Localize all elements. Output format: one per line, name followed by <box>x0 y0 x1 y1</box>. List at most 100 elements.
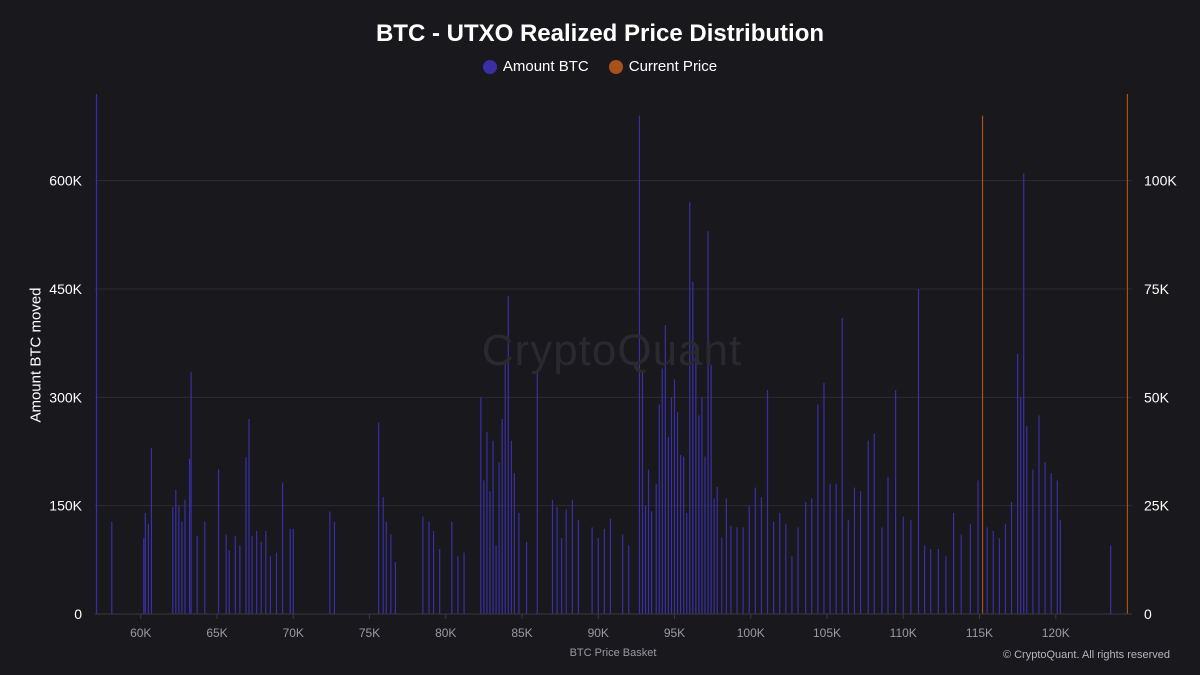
bar-amount-btc <box>510 440 512 614</box>
bar-amount-btc <box>577 520 580 614</box>
bar-current-price <box>981 115 984 615</box>
bar-amount-btc <box>658 404 660 614</box>
bar-amount-btc <box>1010 502 1013 614</box>
bar-amount-btc <box>847 520 849 614</box>
bar-amount-btc <box>439 549 441 614</box>
legend-item-current-price[interactable]: Current Price <box>608 58 717 75</box>
bar-amount-btc <box>565 509 567 614</box>
bar-amount-btc <box>597 538 599 614</box>
bar-amount-btc <box>251 536 253 614</box>
bar-amount-btc <box>998 538 1000 614</box>
bar-amount-btc <box>571 499 573 614</box>
bar-amount-btc <box>721 537 723 614</box>
bar-amount-btc <box>748 505 750 614</box>
bar-amount-btc <box>725 498 727 614</box>
bar-amount-btc <box>686 512 688 614</box>
bar-amount-btc <box>260 541 262 614</box>
series-current-price <box>981 94 1129 615</box>
bar-amount-btc <box>651 511 653 614</box>
bar-amount-btc <box>457 556 459 614</box>
x-tick-label: 75K <box>359 626 380 640</box>
x-tick-label: 110K <box>890 626 917 640</box>
bar-amount-btc <box>664 325 666 614</box>
bar-amount-btc <box>480 397 482 614</box>
x-tick-label: 85K <box>511 626 532 640</box>
bar-amount-btc <box>829 484 831 614</box>
bar-amount-btc <box>647 469 650 614</box>
grid-lines <box>95 180 1132 507</box>
bar-amount-btc <box>190 372 192 614</box>
bar-amount-btc <box>551 499 554 614</box>
bar-amount-btc <box>992 530 994 614</box>
bar-amount-btc <box>887 476 889 614</box>
bar-amount-btc <box>689 202 691 615</box>
bar-amount-btc <box>695 357 697 614</box>
bar-amount-btc <box>692 281 694 614</box>
bar-amount-btc <box>1023 173 1025 614</box>
bar-amount-btc <box>736 527 738 614</box>
y-axis-label: Amount BTC moved <box>27 287 45 423</box>
bar-amount-btc <box>823 382 825 614</box>
bar-amount-btc <box>805 502 807 614</box>
bar-amount-btc <box>760 497 763 614</box>
bar-amount-btc <box>1050 473 1052 614</box>
x-tick-label: 90K <box>588 626 609 640</box>
bar-amount-btc <box>937 549 939 614</box>
copyright-notice: © CryptoQuant. All rights reserved <box>1002 649 1170 661</box>
bar-amount-btc <box>969 523 971 614</box>
legend-item-amount-btc[interactable]: Amount BTC <box>482 58 589 75</box>
bar-amount-btc <box>518 512 520 614</box>
bar-amount-btc <box>667 437 669 614</box>
bar-amount-btc <box>228 550 230 614</box>
bar-amount-btc <box>428 521 430 614</box>
bar-amount-btc <box>178 505 180 614</box>
bar-amount-btc <box>217 469 220 614</box>
bar-amount-btc <box>881 527 883 614</box>
bar-amount-btc <box>773 521 775 614</box>
bar-amount-btc <box>422 516 424 614</box>
y-tick-label: 0 <box>74 606 82 622</box>
bar-amount-btc <box>204 521 206 614</box>
x-tick-label: 100K <box>737 626 765 640</box>
bar-amount-btc <box>150 447 153 614</box>
y-tick-label: 300K <box>49 389 82 405</box>
x-axis-label: BTC Price Basket <box>569 647 657 659</box>
bar-amount-btc <box>111 521 113 614</box>
bar-amount-btc <box>390 534 392 614</box>
bar-amount-btc <box>196 536 198 614</box>
y2-tick-label: 25K <box>1144 498 1170 514</box>
bar-amount-btc <box>853 487 856 614</box>
bar-amount-btc <box>248 419 250 614</box>
bar-amount-btc <box>483 480 485 614</box>
axes: 0 150K 300K 450K 600K 0 25K 50K 75K 100K 60K 65K 70K… <box>49 173 1177 640</box>
y-tick-label: 150K <box>49 498 82 514</box>
bar-amount-btc <box>859 491 862 614</box>
bar-amount-btc <box>945 556 947 614</box>
bar-amount-btc <box>661 368 663 614</box>
bar-amount-btc <box>628 545 630 614</box>
bar-amount-btc <box>952 512 955 614</box>
legend-swatch-amount-btc <box>482 59 497 74</box>
y2-tick-label: 100K <box>1144 173 1177 189</box>
x-tick-label: 95K <box>664 626 685 640</box>
bar-amount-btc <box>95 94 98 614</box>
bar-amount-btc <box>698 415 700 614</box>
x-tick-label: 60K <box>130 626 151 640</box>
bar-amount-btc <box>895 390 897 614</box>
chart-title: BTC - UTXO Realized Price Distribution <box>375 20 825 47</box>
bar-amount-btc <box>507 296 509 614</box>
bar-amount-btc <box>1004 523 1007 614</box>
bar-amount-btc <box>655 484 657 614</box>
bar-amount-btc <box>513 473 515 614</box>
bar-amount-btc <box>256 530 258 614</box>
legend-swatch-current-price <box>608 59 623 74</box>
bar-amount-btc <box>234 536 236 614</box>
bar-amount-btc <box>811 498 813 614</box>
bar-amount-btc <box>670 397 673 614</box>
bar-amount-btc <box>683 456 685 614</box>
bar-amount-btc <box>492 440 494 614</box>
bar-amount-btc <box>1038 415 1040 614</box>
bar-amount-btc <box>504 361 506 614</box>
bar-amount-btc <box>275 552 278 614</box>
